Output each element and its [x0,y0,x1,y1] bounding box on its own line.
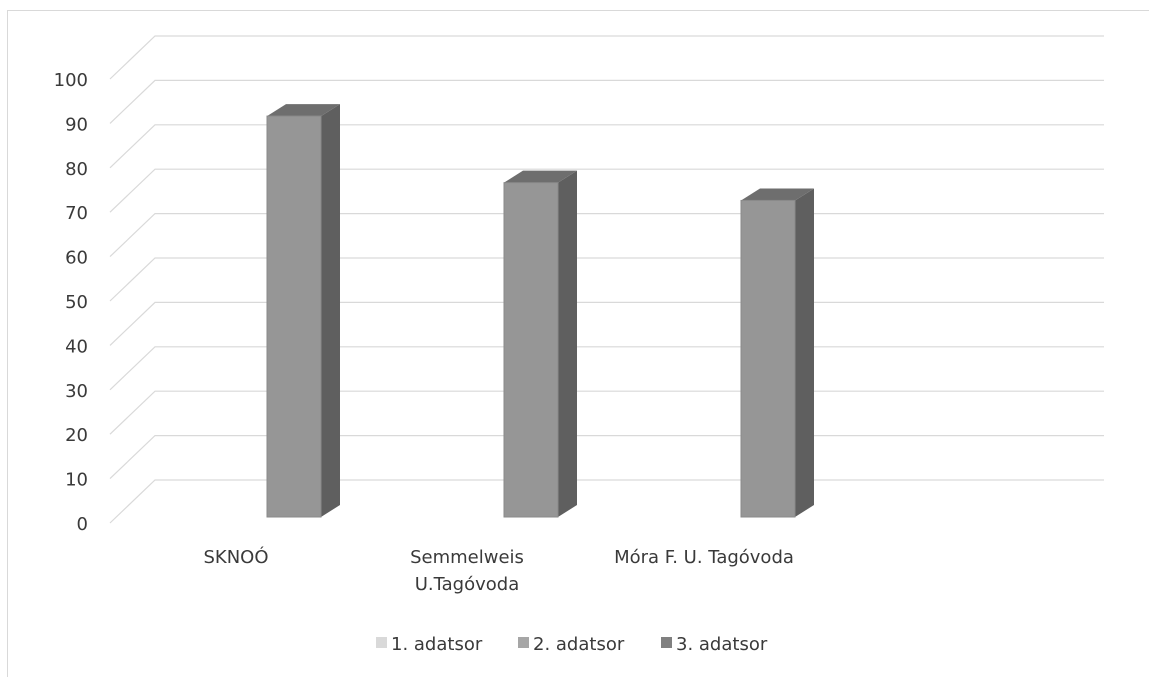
y-tick-label: 90 [65,114,88,135]
y-tick-label: 30 [65,381,88,402]
legend-item: 1. adatsor [376,634,483,655]
legend-swatch [376,637,387,648]
gridline [109,301,1104,346]
bars [266,104,814,518]
bar-front [740,199,796,518]
legend-swatch [518,637,529,648]
y-tick-label: 0 [77,514,88,535]
legend-label: 3. adatsor [676,634,768,655]
x-tick-label: SKNOÓ [203,546,268,568]
bar-front [266,115,322,518]
bar-side [795,188,814,517]
x-tick-label: Semmelweis U.Tagóvoda [410,547,524,595]
chart-frame [7,10,1149,677]
legend-swatch [661,637,672,648]
bar-top [741,188,814,201]
bar-side [321,104,340,517]
gridline [109,257,1104,302]
bar-side [558,170,577,517]
y-tick-label: 50 [65,292,88,313]
legend-item: 3. adatsor [661,634,768,655]
x-axis-labels: SKNOÓ Semmelweis U.Tagóvoda Móra F. U. Tagó… [203,546,793,595]
y-axis-ticks: 0 10 20 30 40 50 60 70 80 90 100 [54,70,88,535]
gridline [109,79,1104,124]
gridline [109,390,1104,435]
y-tick-label: 10 [65,470,88,491]
gridline [109,168,1104,213]
bar-top [504,170,577,183]
gridlines [109,35,1104,524]
y-tick-label: 100 [54,70,88,91]
gridline [109,479,1104,524]
bar-top [267,104,340,117]
gridline [109,213,1104,258]
x-tick-label: Móra F. U. Tagóvoda [614,547,794,568]
legend: 1. adatsor 2. adatsor 3. adatsor [376,634,768,655]
y-tick-label: 40 [65,336,88,357]
y-tick-label: 80 [65,159,88,180]
y-tick-label: 20 [65,425,88,446]
y-tick-label: 60 [65,248,88,269]
bar [740,188,814,518]
legend-label: 2. adatsor [533,634,625,655]
gridline [109,124,1104,169]
bar-front [503,182,559,518]
legend-label: 1. adatsor [391,634,483,655]
legend-item: 2. adatsor [518,634,625,655]
gridline [109,435,1104,480]
gridline [109,35,1104,80]
gridline [109,346,1104,391]
bar [503,170,577,518]
y-tick-label: 70 [65,203,88,224]
bar [266,104,340,518]
